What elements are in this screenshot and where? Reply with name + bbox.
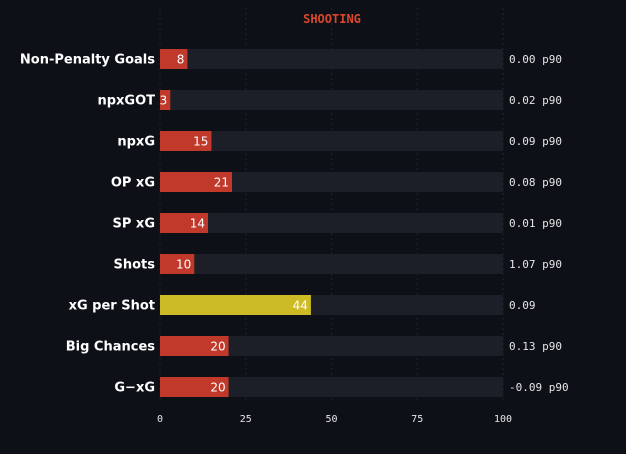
category-label: npxGOT <box>97 94 155 109</box>
bar <box>160 336 229 356</box>
bars: Non-Penalty Goals 8 0.00 p90 npxGOT 3 0.02 p9… <box>20 49 569 397</box>
category-label: OP xG <box>111 176 155 191</box>
bar-row: npxGOT 3 0.02 p90 <box>97 90 562 110</box>
bar-row: G−xG 20 -0.09 p90 <box>114 377 569 397</box>
category-label: Non-Penalty Goals <box>20 53 155 68</box>
per90-label: 0.02 p90 <box>509 94 562 107</box>
bar-row: Big Chances 20 0.13 p90 <box>66 336 562 356</box>
bar <box>160 377 229 397</box>
value-label: 3 <box>160 94 168 108</box>
per90-label: 1.07 p90 <box>509 258 562 271</box>
bar-row: SP xG 14 0.01 p90 <box>113 213 562 233</box>
x-axis-ticks: 0 25 50 75 100 <box>157 414 512 425</box>
x-tick-label: 50 <box>325 414 337 425</box>
bar-row: Non-Penalty Goals 8 0.00 p90 <box>20 49 562 69</box>
x-tick-label: 75 <box>411 414 423 425</box>
value-label: 8 <box>177 53 185 67</box>
x-tick-label: 0 <box>157 414 163 425</box>
bar-row: xG per Shot 44 0.09 <box>69 295 536 315</box>
per90-label: 0.01 p90 <box>509 217 562 230</box>
x-tick-label: 100 <box>494 414 512 425</box>
per90-label: -0.09 p90 <box>509 381 569 394</box>
value-label: 44 <box>293 299 308 313</box>
bar <box>160 213 209 233</box>
bar <box>160 172 233 192</box>
value-label: 10 <box>176 258 191 272</box>
bar-track <box>160 49 503 69</box>
per90-label: 0.13 p90 <box>509 340 562 353</box>
value-label: 20 <box>210 340 225 354</box>
bar-track <box>160 377 503 397</box>
bar <box>160 131 212 151</box>
per90-label: 0.08 p90 <box>509 176 562 189</box>
x-tick-label: 25 <box>240 414 252 425</box>
category-label: Big Chances <box>66 340 156 355</box>
chart-title: SHOOTING <box>303 12 361 26</box>
bar <box>160 49 188 69</box>
value-label: 14 <box>190 217 205 231</box>
bar-track <box>160 172 503 192</box>
category-label: G−xG <box>114 381 155 396</box>
category-label: xG per Shot <box>69 299 155 314</box>
bar-row: Shots 10 1.07 p90 <box>113 254 562 274</box>
category-label: Shots <box>113 258 155 273</box>
bar-row: OP xG 21 0.08 p90 <box>111 172 562 192</box>
value-label: 21 <box>214 176 229 190</box>
bar <box>160 254 195 274</box>
bar-track <box>160 336 503 356</box>
bar-track <box>160 131 503 151</box>
category-label: SP xG <box>113 217 155 232</box>
value-label: 20 <box>210 381 225 395</box>
bar <box>160 90 171 110</box>
per90-label: 0.09 p90 <box>509 135 562 148</box>
grid-lines <box>159 8 504 402</box>
bar-row: npxG 15 0.09 p90 <box>117 131 562 151</box>
per90-label: 0.00 p90 <box>509 53 562 66</box>
per90-label: 0.09 <box>509 299 536 312</box>
value-label: 15 <box>193 135 208 149</box>
bar-track <box>160 254 503 274</box>
bar-track <box>160 90 503 110</box>
bar <box>160 295 311 315</box>
category-label: npxG <box>117 135 155 150</box>
bar-track <box>160 213 503 233</box>
